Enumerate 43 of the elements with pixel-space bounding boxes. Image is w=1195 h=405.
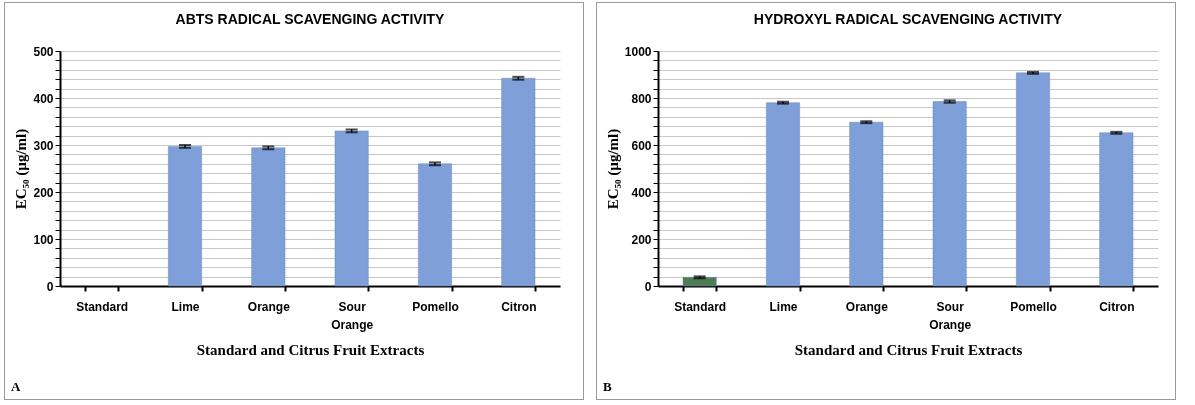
y-tick-label: 200: [631, 232, 652, 247]
bar: [251, 147, 286, 287]
bar: [1016, 72, 1050, 287]
bar: [1099, 132, 1134, 287]
bar: [168, 146, 202, 287]
y-tick-label: 400: [631, 185, 652, 200]
y-tick-label: 300: [33, 138, 54, 153]
y-tick-label: 500: [33, 44, 54, 59]
x-axis-title: Standard and Citrus Fruit Extracts: [196, 341, 425, 358]
chart-title: HYDROXYL RADICAL SCAVENGING ACTIVITY: [753, 11, 1063, 27]
bar: [766, 102, 800, 287]
x-tick-label: Orange: [845, 299, 889, 314]
x-tick-label: Lime: [171, 299, 200, 314]
x-tick-label: Lime: [769, 299, 798, 314]
y-tick-label: 1000: [624, 44, 652, 59]
bar: [682, 277, 717, 287]
y-tick-label: 100: [33, 232, 54, 247]
y-axis-title: EC₅₀ (µg/ml): [13, 128, 31, 210]
x-tick-label: Standard: [674, 299, 727, 314]
x-axis-title: Standard and Citrus Fruit Extracts: [794, 341, 1023, 358]
x-tick-label: Citron: [501, 299, 537, 314]
y-tick-label: 0: [644, 279, 652, 294]
chart-title: ABTS RADICAL SCAVENGING ACTIVITY: [175, 11, 446, 27]
text: A: [11, 379, 21, 395]
bar: [932, 101, 967, 287]
bar: [849, 121, 884, 287]
x-tick-label: Orange: [247, 299, 291, 314]
y-tick-label: 600: [631, 138, 652, 153]
y-tick-label: 400: [33, 91, 54, 106]
x-tick-label: Citron: [1099, 299, 1135, 314]
x-tick-label: Pomello: [412, 299, 459, 314]
bar: [418, 163, 452, 287]
x-tick-label: Pomello: [1010, 299, 1057, 314]
y-tick-label: 800: [631, 91, 652, 106]
x-tick-label: Sour Orange: [929, 299, 972, 332]
y-tick-label: 200: [33, 185, 54, 200]
y-tick-label: 0: [46, 279, 54, 294]
x-tick-label: Sour Orange: [331, 299, 374, 332]
bar: [334, 130, 369, 287]
bar: [501, 78, 536, 287]
x-tick-label: Standard: [76, 299, 129, 314]
y-axis-title: EC₅₀ (µg/ml): [604, 128, 622, 210]
text: B: [603, 379, 612, 395]
